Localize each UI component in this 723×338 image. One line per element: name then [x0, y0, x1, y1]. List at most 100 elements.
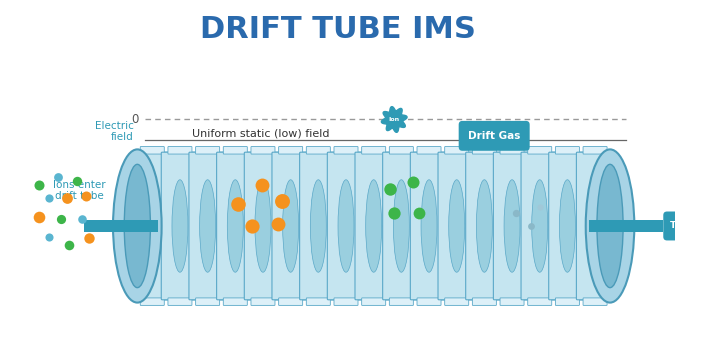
FancyBboxPatch shape: [278, 147, 303, 154]
Point: [385, 186, 396, 191]
FancyBboxPatch shape: [472, 147, 497, 154]
FancyBboxPatch shape: [576, 152, 614, 300]
Point: [273, 221, 284, 227]
Point: [413, 210, 424, 216]
Text: Ion: Ion: [389, 117, 400, 122]
FancyBboxPatch shape: [278, 298, 303, 306]
Point: [61, 195, 73, 201]
Text: Uniform static (low) field: Uniform static (low) field: [192, 128, 329, 139]
Ellipse shape: [476, 180, 492, 272]
Point: [407, 179, 419, 185]
Point: [33, 182, 45, 188]
Ellipse shape: [560, 180, 576, 272]
Point: [64, 242, 75, 247]
Ellipse shape: [124, 164, 150, 288]
Point: [232, 201, 244, 206]
Text: 0: 0: [131, 113, 138, 126]
Text: DRIFT TUBE IMS: DRIFT TUBE IMS: [200, 15, 476, 44]
Point: [388, 210, 400, 216]
FancyBboxPatch shape: [390, 298, 414, 306]
FancyBboxPatch shape: [334, 298, 358, 306]
Text: Drift Gas: Drift Gas: [468, 131, 521, 141]
FancyBboxPatch shape: [140, 147, 164, 154]
FancyBboxPatch shape: [168, 298, 192, 306]
FancyBboxPatch shape: [272, 152, 309, 300]
Point: [52, 175, 64, 180]
FancyBboxPatch shape: [417, 298, 441, 306]
Point: [247, 223, 258, 229]
FancyBboxPatch shape: [549, 152, 586, 300]
Point: [80, 193, 92, 199]
Point: [43, 235, 54, 240]
Ellipse shape: [283, 180, 299, 272]
Ellipse shape: [587, 180, 603, 272]
FancyBboxPatch shape: [168, 147, 192, 154]
FancyBboxPatch shape: [299, 152, 337, 300]
Ellipse shape: [449, 180, 465, 272]
Ellipse shape: [586, 149, 634, 303]
FancyBboxPatch shape: [251, 298, 275, 306]
FancyBboxPatch shape: [134, 152, 171, 300]
Point: [276, 198, 288, 203]
Text: To Detector: To Detector: [670, 221, 723, 231]
FancyBboxPatch shape: [140, 298, 164, 306]
Point: [256, 182, 268, 188]
FancyBboxPatch shape: [445, 298, 469, 306]
FancyBboxPatch shape: [362, 147, 385, 154]
FancyBboxPatch shape: [500, 147, 524, 154]
Ellipse shape: [597, 164, 623, 288]
Ellipse shape: [393, 180, 409, 272]
FancyBboxPatch shape: [438, 152, 476, 300]
FancyArrow shape: [84, 220, 158, 232]
Bar: [135, 158, 612, 294]
FancyBboxPatch shape: [196, 298, 220, 306]
FancyBboxPatch shape: [583, 298, 607, 306]
FancyBboxPatch shape: [328, 152, 364, 300]
Point: [510, 210, 521, 216]
FancyBboxPatch shape: [362, 298, 385, 306]
Point: [525, 223, 536, 229]
FancyBboxPatch shape: [466, 152, 503, 300]
FancyBboxPatch shape: [445, 147, 469, 154]
Point: [534, 204, 546, 210]
FancyBboxPatch shape: [223, 147, 247, 154]
FancyBboxPatch shape: [472, 298, 497, 306]
FancyBboxPatch shape: [334, 147, 358, 154]
FancyBboxPatch shape: [307, 147, 330, 154]
FancyBboxPatch shape: [411, 152, 448, 300]
Ellipse shape: [200, 180, 215, 272]
Ellipse shape: [122, 164, 148, 288]
Ellipse shape: [310, 180, 326, 272]
FancyBboxPatch shape: [555, 298, 579, 306]
FancyBboxPatch shape: [161, 152, 199, 300]
Ellipse shape: [113, 149, 162, 303]
FancyBboxPatch shape: [244, 152, 282, 300]
Point: [43, 195, 54, 201]
FancyBboxPatch shape: [196, 147, 220, 154]
FancyBboxPatch shape: [493, 152, 531, 300]
FancyBboxPatch shape: [417, 147, 441, 154]
Ellipse shape: [227, 180, 243, 272]
Text: Electric
field: Electric field: [95, 121, 134, 142]
FancyBboxPatch shape: [217, 152, 254, 300]
Polygon shape: [381, 107, 407, 132]
FancyBboxPatch shape: [500, 298, 524, 306]
FancyBboxPatch shape: [458, 121, 530, 151]
FancyBboxPatch shape: [521, 152, 558, 300]
FancyBboxPatch shape: [390, 147, 414, 154]
FancyBboxPatch shape: [663, 212, 723, 240]
Ellipse shape: [421, 180, 437, 272]
FancyBboxPatch shape: [555, 147, 579, 154]
Point: [55, 217, 67, 222]
Ellipse shape: [145, 180, 161, 272]
FancyBboxPatch shape: [382, 152, 420, 300]
Ellipse shape: [255, 180, 271, 272]
FancyArrow shape: [589, 220, 663, 232]
Text: Ions enter
drift tube: Ions enter drift tube: [53, 180, 106, 201]
FancyBboxPatch shape: [355, 152, 393, 300]
Point: [77, 216, 88, 221]
Point: [71, 178, 82, 184]
FancyBboxPatch shape: [528, 298, 552, 306]
Ellipse shape: [338, 180, 354, 272]
FancyBboxPatch shape: [307, 298, 330, 306]
